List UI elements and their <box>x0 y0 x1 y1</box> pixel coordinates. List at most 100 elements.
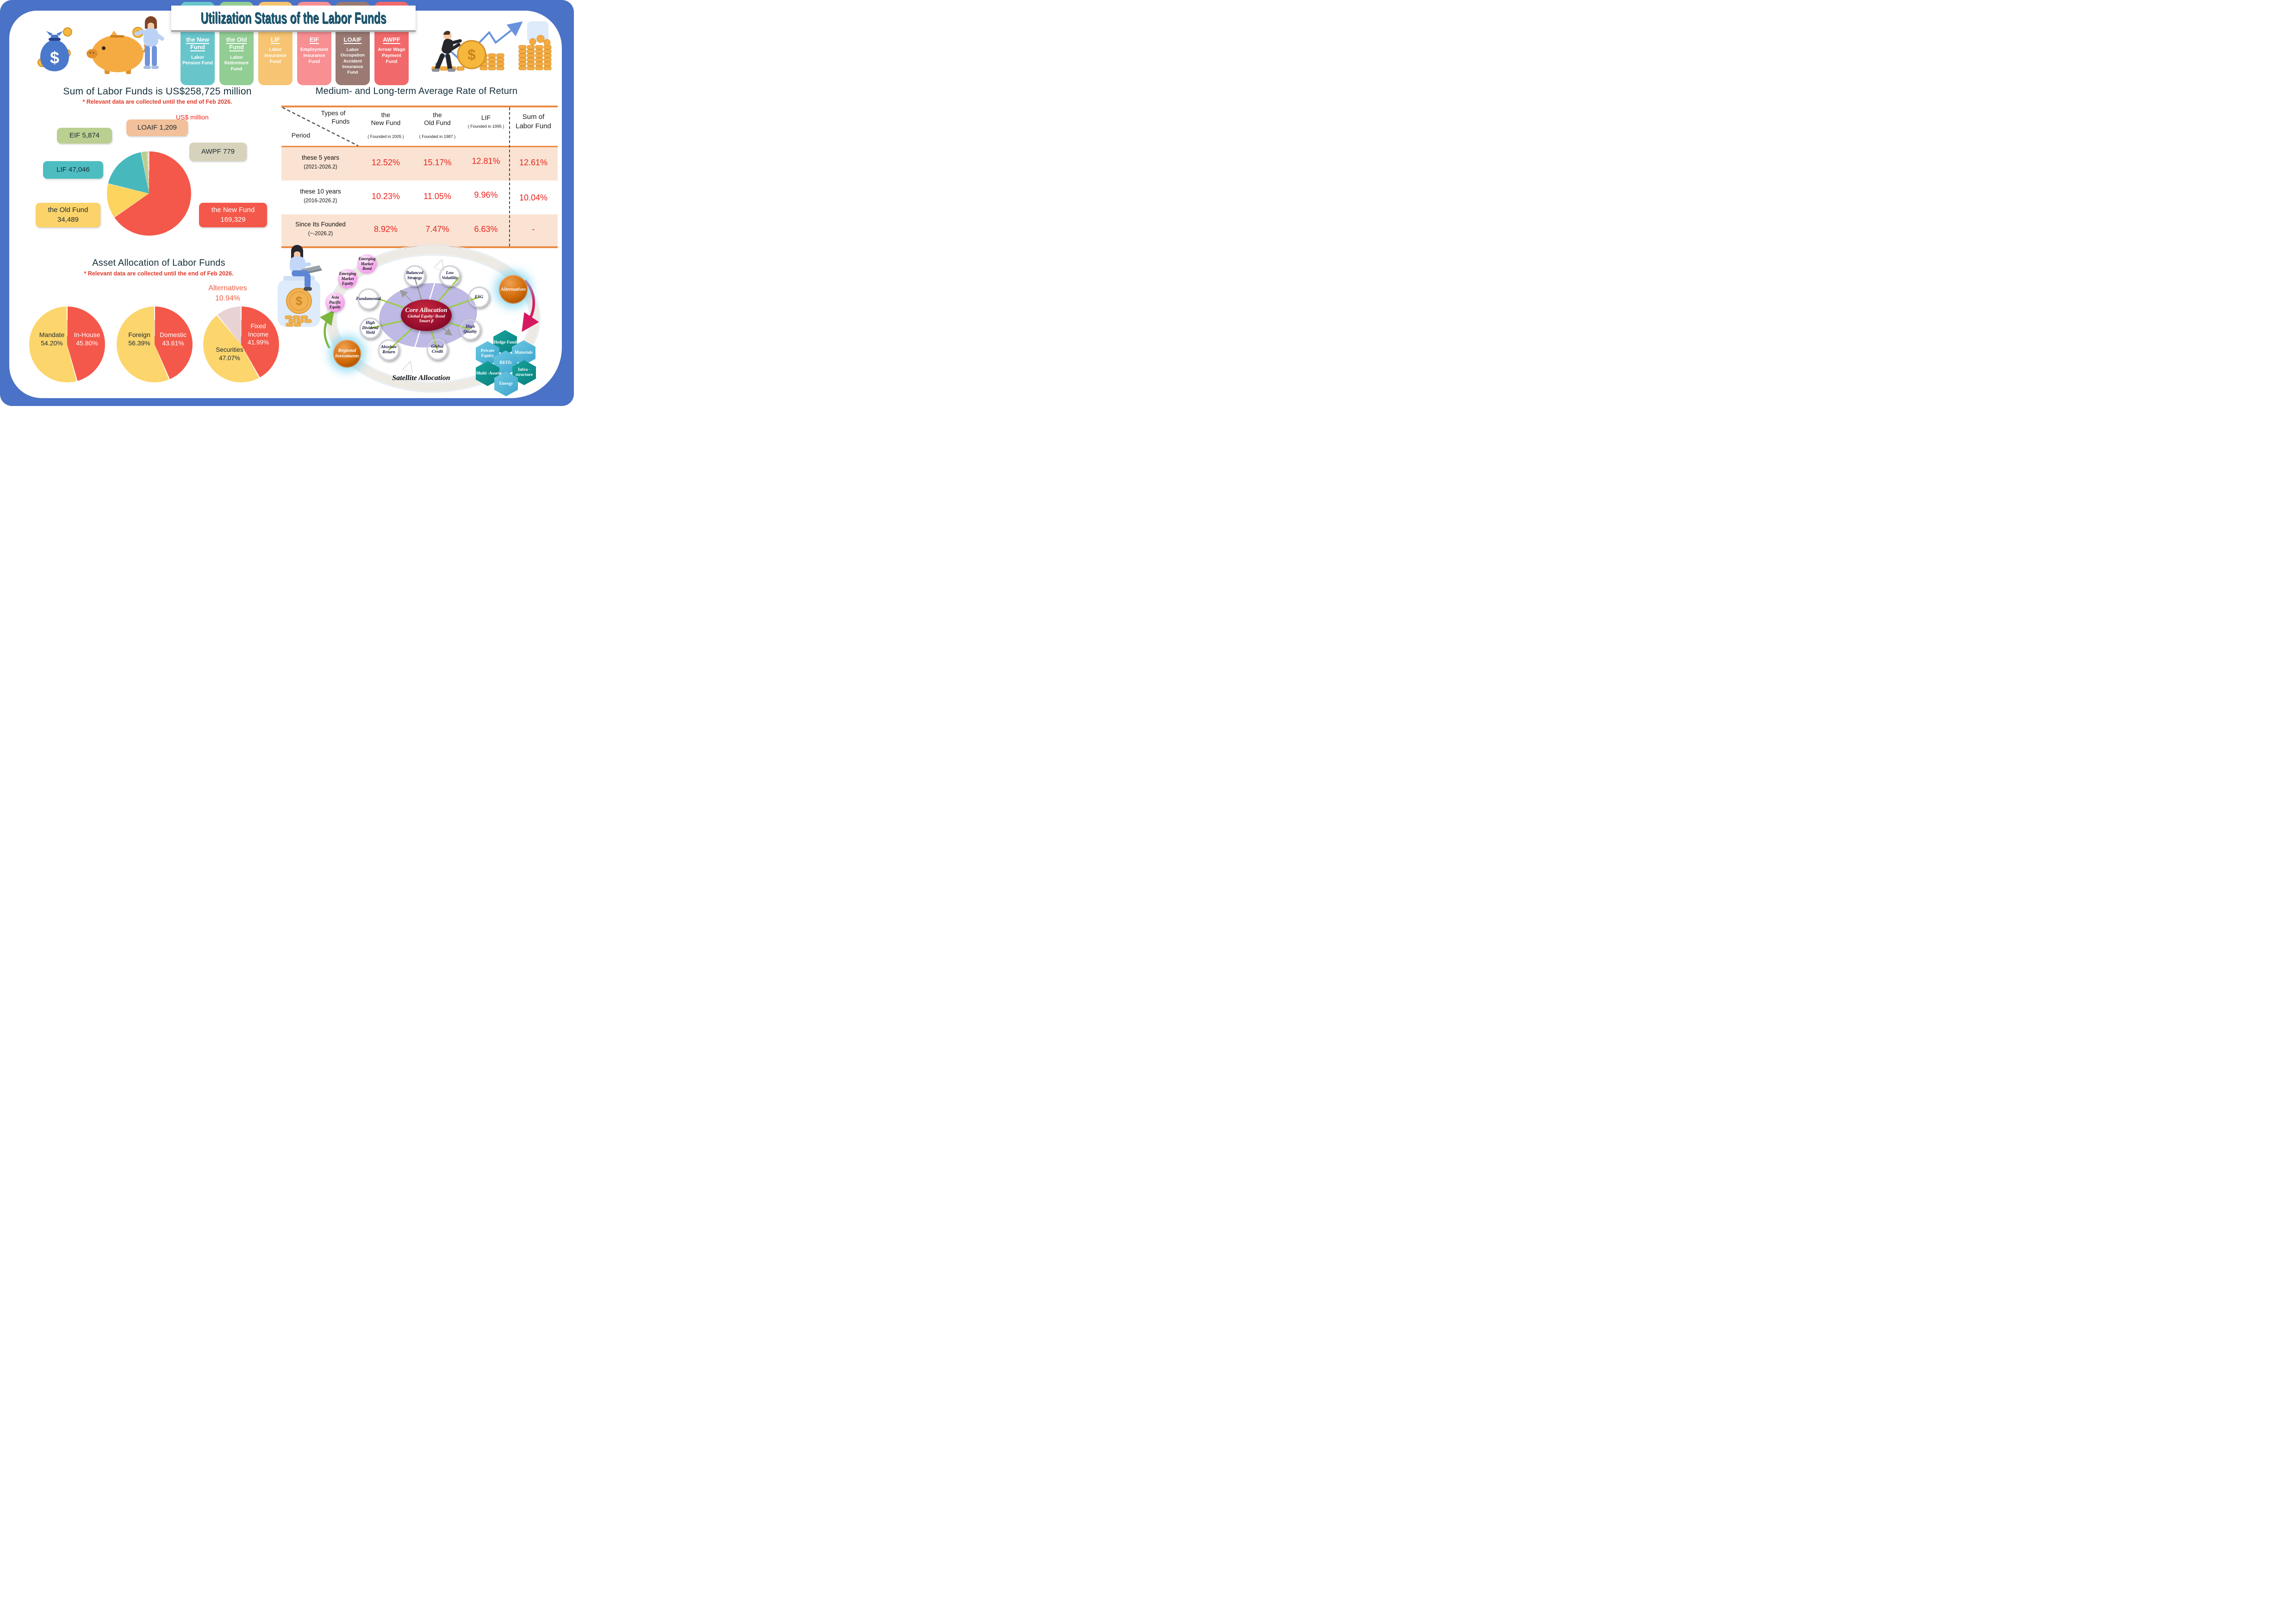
old-fund-label: the Old Fund <box>48 206 88 214</box>
coin-growth-illustration: $ <box>431 21 552 72</box>
row2-range: (2016-2026.2) <box>304 198 337 204</box>
asset-class-pie-chart <box>203 306 279 382</box>
domestic-pie-chart <box>117 306 193 382</box>
node-fundamental: Fundamental <box>356 288 380 310</box>
label: Mandate <box>39 331 65 338</box>
row1-sum-value: 12.61% <box>519 158 548 167</box>
alternatives-callout: Alternatives 10.94% <box>202 283 254 303</box>
row3-lif-value: 6.63% <box>474 225 498 234</box>
fund-card-name: Employment Insurance Fund <box>300 47 328 64</box>
returns-section-title: Medium- and Long-term Average Rate of Re… <box>315 86 518 96</box>
title-banner: Utilization Status of the Labor Funds <box>171 6 416 30</box>
node-low-volatility: Low Volatility <box>439 265 460 287</box>
label: Foreign <box>128 331 150 338</box>
row3-old-value: 7.47% <box>425 225 449 234</box>
core-smart-beta: Smart β <box>419 319 434 324</box>
row1-old-value: 15.17% <box>423 158 452 167</box>
row2-old-value: 11.05% <box>423 192 451 201</box>
svg-text:$: $ <box>296 294 303 308</box>
value: 47.07% <box>219 354 240 362</box>
infographic-page: $ $ <box>0 0 574 406</box>
allocation-section-title: Asset Allocation of Labor Funds <box>92 258 225 268</box>
core-title: Core Allocation <box>405 307 448 314</box>
money-bag-illustration: $ <box>37 27 72 71</box>
inhouse-label: In-House 45.80% <box>70 331 104 347</box>
alternatives-arrow <box>522 280 539 332</box>
eif-callout: EIF 5,874 <box>57 128 112 144</box>
fund-card-abbr: LIF <box>271 36 280 43</box>
unit-label: US$ million <box>176 113 209 121</box>
col-old-fund-sub: ( Founded in 1987 ) <box>419 134 456 139</box>
core-subtitle: Global Equity/ Bond <box>407 314 445 319</box>
lif-callout: LIF 47,046 <box>43 161 103 179</box>
row1-range: (2021-2026.2) <box>304 164 337 170</box>
value: 43.61% <box>162 339 184 347</box>
row3-range: (~-2026.2) <box>308 231 333 237</box>
corner-types-of: Types of <box>321 109 346 117</box>
old-fund-value: 34,489 <box>57 215 79 224</box>
node-emerging-market-bond: Emerging Market Bond <box>357 254 377 274</box>
allocation-section-note: * Relevant data are collected until the … <box>84 270 234 277</box>
regional-arrow <box>319 310 335 349</box>
corner-diagonal-line <box>282 107 359 146</box>
col-sum: Sum of <box>522 113 545 121</box>
fixed-income-label: Fixed Income 41.99% <box>242 322 275 347</box>
label: Fixed Income <box>248 323 269 338</box>
row2-sum-value: 10.04% <box>519 193 548 202</box>
label: Domestic <box>159 331 187 338</box>
sum-section-title: Sum of Labor Funds is US$258,725 million <box>63 86 252 97</box>
col-lif: LIF <box>481 114 491 121</box>
label: In-House <box>74 331 100 338</box>
value: 45.80% <box>76 339 98 347</box>
fund-card-abbr: the New Fund <box>186 36 209 51</box>
node-regional-investments: Regional Investments <box>333 340 361 368</box>
row3-sum-value: - <box>532 225 535 234</box>
alternatives-value: 10.94% <box>215 294 241 302</box>
new-fund-callout: the New Fund 169,329 <box>199 203 267 227</box>
node-emerging-market-equity: Emerging Market Equity <box>338 269 357 288</box>
table-dashed-separator <box>509 107 510 246</box>
svg-text:$: $ <box>50 48 59 67</box>
col-new-fund2: New Fund <box>371 119 401 126</box>
node-esg: ESG <box>468 287 490 308</box>
value: 41.99% <box>248 339 269 346</box>
loaif-callout: LOAIF 1,209 <box>126 119 188 136</box>
node-balanced-strategy: Balanced Strategy <box>404 265 425 287</box>
node-alternatives: Alternatives <box>499 275 528 304</box>
table-border-header <box>281 146 558 147</box>
value: 54.20% <box>41 339 63 347</box>
fund-card-name: Arrear Wage Payment Fund <box>378 47 405 64</box>
table-row <box>281 214 558 246</box>
col-sum2: Labor Fund <box>516 122 551 130</box>
fund-card-abbr: AWPF <box>383 36 400 43</box>
new-fund-label: the New Fund <box>211 206 255 214</box>
col-new-fund: the <box>381 111 391 119</box>
sum-section-note: * Relevant data are collected until the … <box>82 99 232 105</box>
table-border-top <box>281 106 558 107</box>
satellite-allocation-label: Satellite Allocation <box>392 374 450 382</box>
node-high-quality: High Quality <box>460 319 481 340</box>
returns-table: Types of Funds Period the New Fund ( Fou… <box>281 106 558 248</box>
col-lif-sub: ( Founded in 1995 ) <box>467 124 504 129</box>
woman-saving-illustration: $ <box>132 16 164 69</box>
row2-new-value: 10.23% <box>371 192 400 201</box>
new-fund-value: 169,329 <box>220 215 246 224</box>
securities-label: Securities 47.07% <box>210 346 249 362</box>
sum-pie-chart <box>107 151 191 236</box>
col-old-fund2: Old Fund <box>424 119 451 126</box>
row2-period: these 10 years <box>300 188 341 195</box>
row3-new-value: 8.92% <box>373 225 398 234</box>
row2-lif-value: 9.96% <box>474 190 498 200</box>
row1-period: these 5 years <box>301 154 340 161</box>
mandate-pie-chart <box>29 306 105 382</box>
awpf-callout: AWPF 779 <box>189 143 247 161</box>
old-fund-callout: the Old Fund 34,489 <box>36 203 100 227</box>
svg-text:$: $ <box>467 46 476 63</box>
fund-card-name: Labor Occupation Accident Insurance Fund <box>340 47 365 75</box>
fund-card-name: Labor Pension Fund <box>182 55 213 66</box>
fund-card-abbr: the Old Fund <box>226 36 247 51</box>
mandate-label: Mandate 54.20% <box>35 331 69 347</box>
col-old-fund: the <box>433 111 442 119</box>
node-asia-pacific-equity: Asia Pacific Equity <box>325 293 345 312</box>
domestic-label: Domestic 43.61% <box>156 331 190 347</box>
